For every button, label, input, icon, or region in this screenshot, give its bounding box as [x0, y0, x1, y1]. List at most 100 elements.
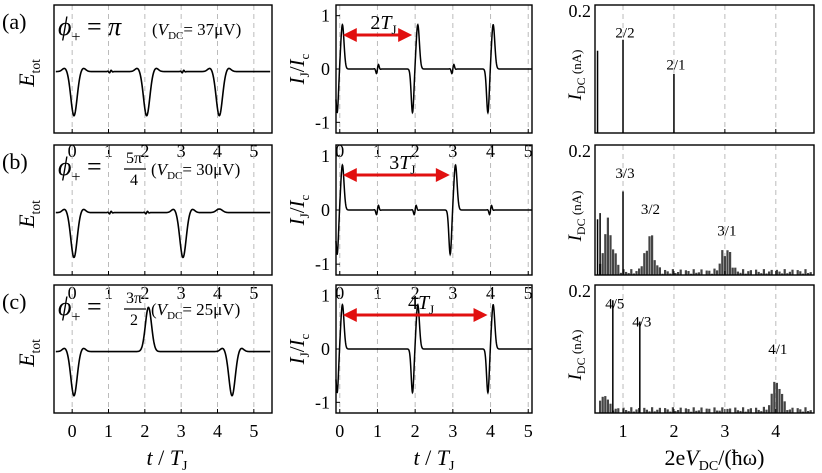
y-tick-label: -1: [315, 392, 330, 412]
spectrum-bar: [617, 408, 620, 413]
spectrum-bar: [601, 253, 604, 275]
ic-sub: c: [297, 333, 312, 339]
spectrum-bar: [804, 407, 807, 413]
spectrum-bar: [716, 410, 719, 413]
spectrum-bar: [697, 272, 700, 275]
vdc-rest: = 37μV): [183, 20, 241, 39]
spectrum-bar: [807, 411, 810, 413]
spectrum-bar: [755, 269, 758, 275]
spectrum-bar: [609, 403, 612, 413]
freq-axis-title: 2eVDC/(ħω): [665, 445, 765, 473]
vdc-label: (VDC= 25μV): [151, 300, 240, 322]
x-tick-label: 4: [771, 421, 780, 441]
vdc-sub: DC: [167, 310, 182, 322]
spectrum-peak: [622, 39, 624, 133]
spectrum-bar: [687, 409, 690, 413]
idc-sub: DC: [574, 77, 588, 94]
x-tick-label: 2: [140, 141, 149, 161]
x-tick-label: 1: [373, 421, 382, 441]
x-tick-label: 3: [177, 421, 186, 441]
phi-eq: =: [81, 152, 102, 181]
period-arrow-left-head: [342, 28, 357, 42]
idc-ylabel: IDC (nA): [565, 330, 588, 382]
spectrum-bar: [604, 396, 607, 413]
phi-denominator: 2: [130, 312, 138, 329]
panel-label: (b): [2, 149, 28, 174]
ij-sub: J: [297, 72, 312, 77]
spectrum-bar: [799, 409, 802, 413]
spectrum-peak: [599, 213, 601, 275]
idc-sub: DC: [574, 218, 588, 235]
x-tick-label: 4: [213, 283, 222, 303]
x-tick-label: 1: [104, 421, 113, 441]
period-T: T: [418, 292, 431, 314]
spectrum-bar: [684, 270, 687, 275]
spectrum-bar: [760, 411, 763, 413]
period-arrow-right-head: [398, 28, 413, 42]
x-tick-label: 5: [524, 421, 533, 441]
ic-sub: c: [297, 194, 312, 200]
freq-pre: 2e: [665, 445, 686, 470]
x-tick-label: 3: [720, 421, 729, 441]
spectrum-bar: [671, 407, 674, 413]
phi-sub: +: [71, 29, 80, 46]
spectrum-bar: [755, 407, 758, 413]
spectrum-bar: [726, 250, 729, 275]
spectrum-bar: [606, 217, 609, 275]
spectrum-bar: [778, 388, 781, 413]
x-tick-label: 0: [68, 141, 77, 161]
y-tick-label: 0: [321, 200, 330, 220]
ij-sub: J: [297, 213, 312, 218]
x-tick-label: 4: [486, 141, 495, 161]
x-tick-label: 3: [177, 283, 186, 303]
spectrum-bar: [700, 407, 703, 413]
axes-frame: [53, 284, 273, 414]
etot-curve: [55, 208, 271, 259]
period-sub: J: [391, 22, 396, 37]
x-tick-label: 4: [213, 421, 222, 441]
phi-sub: +: [71, 309, 80, 326]
idc-panel-2: 0.2 4/5 4/3 4/1 IDC (nA): [565, 281, 815, 414]
peak-label: 4/5: [605, 296, 624, 312]
spectrum-bar: [695, 272, 698, 275]
ij-ylabel: IJ/Ic: [285, 53, 312, 85]
spectrum-bar: [765, 273, 768, 275]
spectrum-bar: [635, 409, 638, 413]
freq-post: /(ħω): [718, 445, 764, 470]
x-tick-label: 2: [411, 141, 420, 161]
x-tick-label: 3: [448, 421, 457, 441]
spectrum-bar: [674, 273, 677, 275]
spectrum-bar: [770, 269, 773, 275]
peak-label: 2/1: [666, 57, 685, 73]
spectrum-bar: [718, 410, 721, 413]
x-tick-label: 5: [524, 283, 533, 303]
spectrum-bar: [614, 253, 617, 275]
spectrum-bar: [653, 411, 656, 413]
spectrum-bar: [729, 251, 732, 275]
ic-I: I: [285, 199, 309, 208]
phi-value: π: [108, 12, 122, 41]
ic-I: I: [285, 338, 309, 347]
spectrum-bar: [749, 270, 752, 275]
spectrum-bar: [627, 273, 630, 275]
x-tick-label: 2: [140, 283, 149, 303]
x-tick-label: 1: [373, 141, 382, 161]
x-tick-label: 3: [177, 141, 186, 161]
spectrum-bar: [630, 269, 633, 275]
time-slash: /: [153, 445, 170, 470]
y-tick-label: -1: [315, 112, 330, 132]
period-num: 2: [370, 12, 380, 34]
x-tick-label: 4: [486, 283, 495, 303]
x-tick-label: 0: [68, 421, 77, 441]
spectrum-bar: [809, 272, 812, 275]
time-slash: /: [420, 445, 437, 470]
idc-I: I: [565, 233, 586, 242]
spectrum-bar: [679, 407, 682, 413]
period-sub: J: [410, 162, 415, 177]
period-sub: J: [429, 302, 434, 317]
spectrum-bar: [651, 235, 654, 275]
y-tick-label: 0: [321, 339, 330, 359]
